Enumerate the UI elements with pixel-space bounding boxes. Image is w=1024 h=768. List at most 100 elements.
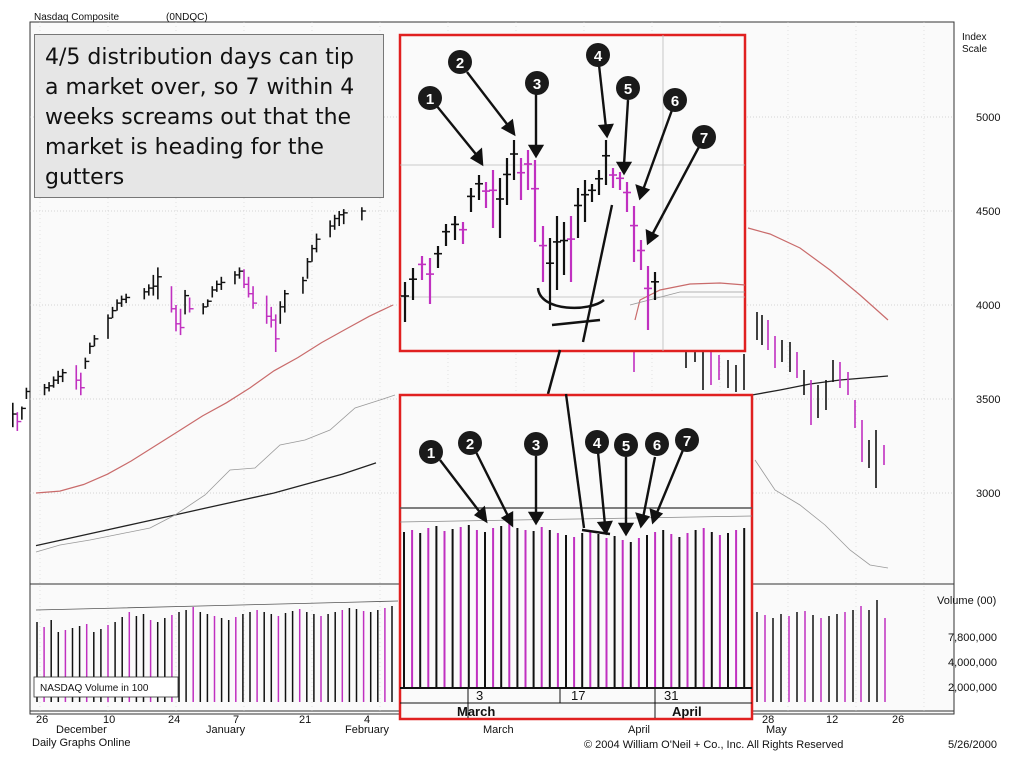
month-label: December <box>56 724 107 736</box>
price-bar <box>16 412 22 431</box>
price-bar <box>338 211 344 227</box>
date-tick: 26 <box>36 714 48 726</box>
ma200-right-segment <box>751 375 889 396</box>
month-label: April <box>628 724 650 736</box>
price-bar <box>270 306 276 328</box>
price-tick-3500: 3500 <box>976 394 1000 406</box>
price-bar <box>361 207 366 221</box>
arrow-4 <box>596 451 607 526</box>
inset-date-tick: 17 <box>571 688 585 703</box>
inset-arrows <box>435 64 702 343</box>
arrowhead-7 <box>649 508 664 525</box>
price-bars <box>12 207 366 431</box>
footer-source: Daily Graphs Online <box>32 737 130 749</box>
price-bar <box>188 297 194 313</box>
date-tick: 21 <box>299 714 311 726</box>
ma50-right-segment <box>747 227 889 321</box>
volume-average-line <box>35 600 399 611</box>
price-bar <box>152 274 158 296</box>
marker-label: 3 <box>533 76 541 93</box>
price-bar <box>175 305 180 332</box>
inset-volume-arrows <box>439 393 685 537</box>
price-bar <box>329 220 335 238</box>
inset-ma50 <box>634 282 746 321</box>
marker-label: 2 <box>466 436 474 453</box>
marker-circle <box>525 71 549 95</box>
price-bar <box>247 276 253 298</box>
price-bar <box>265 295 271 324</box>
relative-strength-line <box>35 394 396 553</box>
arrowhead-4 <box>596 520 613 536</box>
price-bar <box>120 295 126 307</box>
price-tick-5000: 5000 <box>976 112 1000 124</box>
price-bar <box>116 299 122 311</box>
price-bar <box>279 301 285 324</box>
arrow-pointer <box>581 204 614 343</box>
price-bar <box>111 306 117 319</box>
price-bar <box>315 233 321 253</box>
marker-circle <box>645 432 669 456</box>
marker-circle <box>616 76 640 100</box>
chart-symbol: (0NDQC) <box>166 12 208 23</box>
arrowhead-5 <box>615 161 633 176</box>
price-bar <box>170 286 176 313</box>
price-bar <box>333 214 339 230</box>
arrowhead-6 <box>635 184 651 201</box>
rs-right-segment <box>754 459 889 569</box>
inset-connector <box>546 349 562 395</box>
inset-month-label: April <box>672 704 702 719</box>
date-tick: 26 <box>892 714 904 726</box>
month-label: February <box>345 724 390 736</box>
price-bar <box>84 357 90 369</box>
arrowhead-2 <box>500 510 514 528</box>
arrow-7 <box>654 449 685 516</box>
price-tick-4000: 4000 <box>976 300 1000 312</box>
price-bar <box>75 365 81 390</box>
price-bar <box>184 289 190 315</box>
volume-axis-title: Volume (00) <box>937 595 996 607</box>
footer-date: 5/26/2000 <box>948 739 997 751</box>
price-bar <box>179 308 185 336</box>
price-bar <box>80 372 85 396</box>
inset-volume-average <box>399 515 753 523</box>
inset-date-tick: 3 <box>476 688 483 703</box>
arrow-pointer <box>564 393 586 529</box>
arrow-5 <box>622 99 630 166</box>
date-tick: 12 <box>826 714 838 726</box>
price-bars-right <box>756 312 885 488</box>
inset-volume-markers: 1 2 3 4 5 6 7 <box>419 428 699 464</box>
price-bar <box>89 342 94 354</box>
price-bar <box>125 293 131 304</box>
price-bar <box>25 387 31 399</box>
price-bar <box>48 382 54 392</box>
marker-circle <box>419 440 443 464</box>
inset-price-zoom: 1 2 3 4 5 6 7 <box>398 33 747 353</box>
marker-label: 4 <box>593 435 602 452</box>
price-bar <box>311 244 316 262</box>
bracket-mark <box>536 287 605 310</box>
arrowhead-6 <box>635 512 651 529</box>
price-bar <box>234 271 239 285</box>
marker-circle <box>614 433 638 457</box>
inset-price-markers: 1 2 3 4 5 6 7 <box>418 43 716 149</box>
scale-label-line2: Scale <box>962 44 987 55</box>
footer-copyright: © 2004 William O'Neil + Co., Inc. All Ri… <box>584 739 843 751</box>
price-bar <box>61 368 67 383</box>
date-tick: 28 <box>762 714 774 726</box>
volume-bars-right <box>756 600 886 702</box>
price-bar <box>243 269 248 289</box>
price-bar <box>57 370 63 384</box>
arrowhead-3 <box>527 511 545 526</box>
price-bar <box>202 303 208 315</box>
price-bar <box>342 209 348 225</box>
month-label: May <box>766 724 787 736</box>
inset-volume-bars <box>403 522 746 688</box>
month-label: January <box>206 724 246 736</box>
price-bar <box>206 299 212 307</box>
volume-tick-7800000: 7,800,000 <box>948 632 997 644</box>
marker-circle <box>448 50 472 74</box>
arrow-1 <box>439 459 483 516</box>
marker-label: 2 <box>456 55 464 72</box>
arrowhead-2 <box>500 118 516 137</box>
arrow-6 <box>641 456 657 519</box>
